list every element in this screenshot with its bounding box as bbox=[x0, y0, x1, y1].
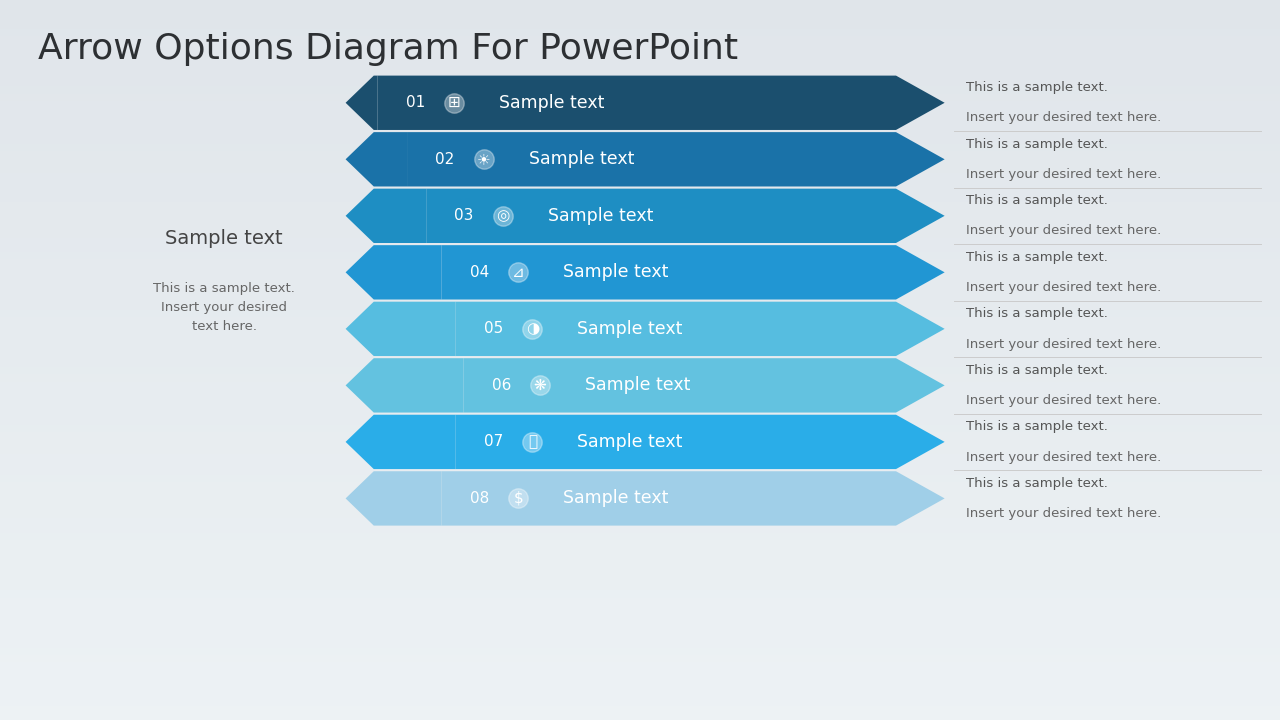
Text: Insert your desired text here.: Insert your desired text here. bbox=[966, 338, 1162, 351]
Text: Sample text: Sample text bbox=[577, 433, 682, 451]
Text: Sample text: Sample text bbox=[548, 207, 653, 225]
Text: Sample text: Sample text bbox=[577, 320, 682, 338]
Text: $: $ bbox=[513, 491, 524, 506]
Text: 03: 03 bbox=[454, 208, 474, 223]
Text: 07: 07 bbox=[484, 434, 503, 449]
Text: Sample text: Sample text bbox=[563, 490, 668, 508]
Text: ⊿: ⊿ bbox=[512, 265, 525, 280]
Text: Insert your desired text here.: Insert your desired text here. bbox=[966, 112, 1162, 125]
Text: This is a sample text.: This is a sample text. bbox=[966, 81, 1108, 94]
Polygon shape bbox=[442, 246, 945, 300]
Polygon shape bbox=[346, 132, 407, 186]
Text: This is a sample text.: This is a sample text. bbox=[966, 138, 1108, 150]
Text: ⊞: ⊞ bbox=[448, 95, 461, 110]
Text: This is a sample text.: This is a sample text. bbox=[966, 194, 1108, 207]
Polygon shape bbox=[346, 472, 442, 526]
Text: Insert your desired text here.: Insert your desired text here. bbox=[966, 451, 1162, 464]
Polygon shape bbox=[426, 189, 945, 243]
Polygon shape bbox=[456, 302, 945, 356]
Text: 04: 04 bbox=[470, 265, 489, 280]
Text: 01: 01 bbox=[406, 95, 425, 110]
Text: This is a sample text.: This is a sample text. bbox=[966, 307, 1108, 320]
Text: This is a sample text.
Insert your desired
text here.: This is a sample text. Insert your desir… bbox=[154, 282, 294, 333]
Text: Insert your desired text here.: Insert your desired text here. bbox=[966, 281, 1162, 294]
Text: 05: 05 bbox=[484, 321, 503, 336]
Polygon shape bbox=[442, 472, 945, 526]
Text: 06: 06 bbox=[492, 378, 511, 393]
Text: 02: 02 bbox=[435, 152, 454, 167]
Text: Insert your desired text here.: Insert your desired text here. bbox=[966, 225, 1162, 238]
Text: Sample text: Sample text bbox=[585, 377, 690, 395]
Text: Sample text: Sample text bbox=[563, 264, 668, 282]
Text: ◑: ◑ bbox=[526, 321, 539, 336]
Text: Sample text: Sample text bbox=[499, 94, 604, 112]
Polygon shape bbox=[346, 359, 463, 413]
Text: This is a sample text.: This is a sample text. bbox=[966, 420, 1108, 433]
Text: Arrow Options Diagram For PowerPoint: Arrow Options Diagram For PowerPoint bbox=[38, 32, 739, 66]
Text: ◎: ◎ bbox=[497, 208, 509, 223]
Text: ⧗: ⧗ bbox=[527, 434, 538, 449]
Text: Insert your desired text here.: Insert your desired text here. bbox=[966, 394, 1162, 407]
Text: This is a sample text.: This is a sample text. bbox=[966, 477, 1108, 490]
Text: Sample text: Sample text bbox=[529, 150, 634, 168]
Text: ❋: ❋ bbox=[534, 378, 547, 393]
Text: This is a sample text.: This is a sample text. bbox=[966, 364, 1108, 377]
Polygon shape bbox=[463, 359, 945, 413]
Text: ☀: ☀ bbox=[477, 152, 490, 167]
Polygon shape bbox=[456, 415, 945, 469]
Polygon shape bbox=[346, 246, 442, 300]
Polygon shape bbox=[346, 415, 456, 469]
Text: Sample text: Sample text bbox=[165, 229, 283, 248]
Polygon shape bbox=[346, 302, 456, 356]
Text: Insert your desired text here.: Insert your desired text here. bbox=[966, 168, 1162, 181]
Text: This is a sample text.: This is a sample text. bbox=[966, 251, 1108, 264]
Text: Insert your desired text here.: Insert your desired text here. bbox=[966, 507, 1162, 520]
Polygon shape bbox=[407, 132, 945, 186]
Polygon shape bbox=[346, 76, 378, 130]
Polygon shape bbox=[346, 189, 426, 243]
Text: 08: 08 bbox=[470, 491, 489, 506]
Polygon shape bbox=[378, 76, 945, 130]
